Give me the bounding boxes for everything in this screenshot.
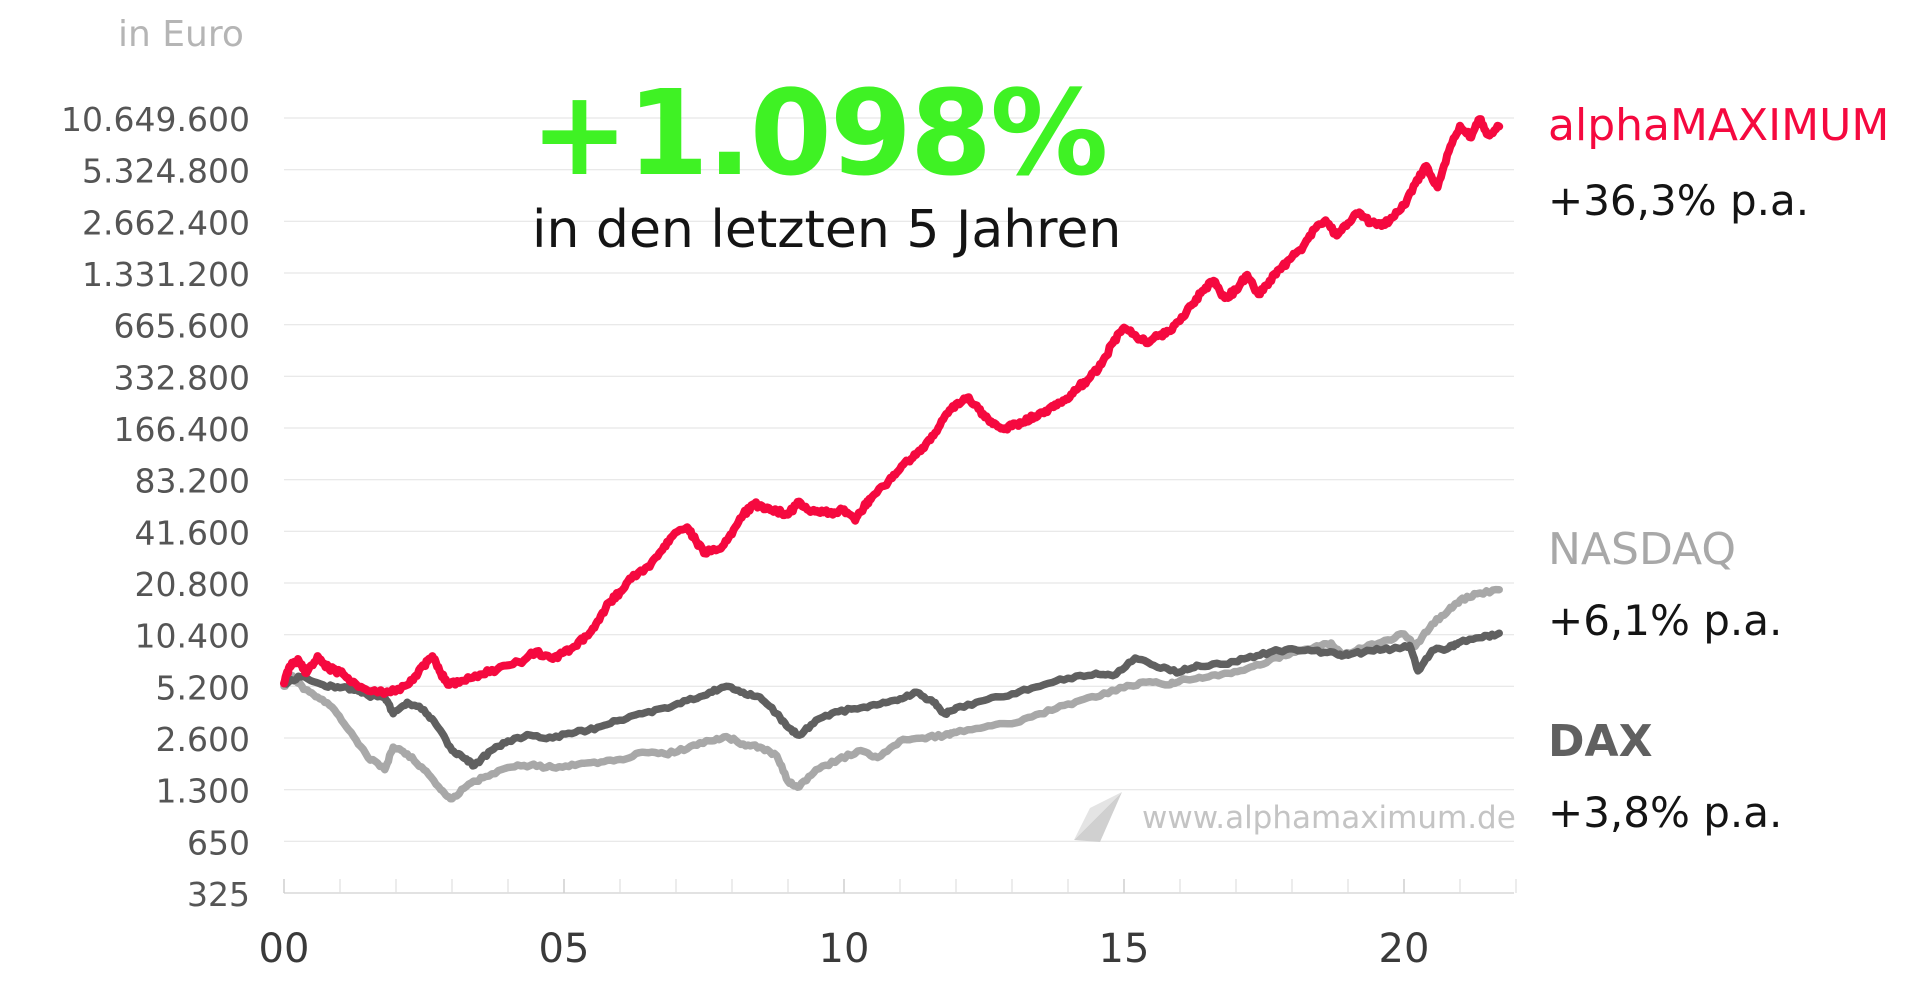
x-tick-label: 00 [259, 926, 310, 972]
y-tick-label: 1.300 [156, 772, 250, 811]
watermark: www.alphamaximum.de [1070, 788, 1516, 848]
series-line-nasdaq [280, 585, 1503, 803]
x-tick-label: 05 [539, 926, 590, 972]
legend-name-dax: DAX [1548, 716, 1653, 767]
y-tick-label: 20.800 [135, 565, 250, 604]
y-tick-label: 166.400 [114, 410, 250, 449]
y-tick-label: 2.662.400 [82, 203, 250, 242]
headline-return: +1.098% [530, 64, 1108, 202]
unit-label: in Euro [118, 14, 244, 55]
legend-rate-alphamaximum: +36,3% p.a. [1548, 176, 1810, 225]
watermark-url: www.alphamaximum.de [1142, 800, 1516, 836]
series-lines [280, 115, 1504, 803]
y-tick-label: 83.200 [135, 462, 250, 501]
x-tick-label: 20 [1379, 926, 1430, 972]
grid-lines [284, 117, 1514, 842]
y-tick-label: 5.200 [156, 668, 250, 707]
y-tick-label: 1.331.200 [82, 255, 250, 294]
series-line-dax [280, 629, 1503, 770]
alphamaximum-logo-icon [1074, 792, 1122, 842]
series-line-alphamaximum [280, 115, 1504, 698]
legend-rate-dax: +3,8% p.a. [1548, 788, 1783, 837]
x-tick-label: 15 [1099, 926, 1150, 972]
y-tick-label: 325 [187, 875, 250, 914]
headline-subtitle: in den letzten 5 Jahren [532, 200, 1122, 260]
y-tick-label: 10.649.600 [61, 100, 250, 139]
x-axis-ticks: 00 05 10 15 20 [259, 879, 1517, 972]
x-tick-label: 10 [819, 926, 870, 972]
legend-rate-nasdaq: +6,1% p.a. [1548, 596, 1783, 645]
legend-name-nasdaq: NASDAQ [1548, 524, 1737, 575]
y-tick-label: 650 [187, 823, 250, 862]
y-axis-ticks: 10.649.600 5.324.800 2.662.400 1.331.200 665… [61, 100, 250, 914]
y-tick-label: 10.400 [135, 617, 250, 656]
y-tick-label: 665.600 [114, 307, 250, 346]
y-tick-label: 41.600 [135, 513, 250, 552]
y-tick-label: 332.800 [114, 358, 250, 397]
y-tick-label: 5.324.800 [82, 152, 250, 191]
legend-name-alphamaximum: alphaMAXIMUM [1548, 100, 1890, 151]
y-tick-label: 2.600 [156, 720, 250, 759]
